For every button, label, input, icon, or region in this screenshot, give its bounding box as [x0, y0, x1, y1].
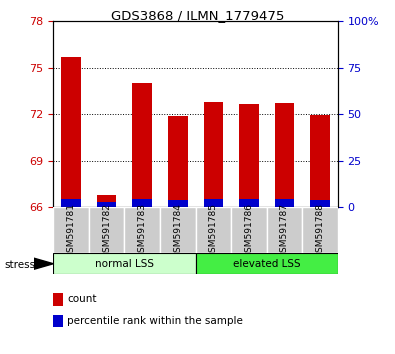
Text: GSM591781: GSM591781: [67, 202, 75, 258]
Bar: [89, 207, 124, 253]
Bar: [275, 103, 294, 207]
Bar: [275, 199, 294, 207]
Bar: [310, 115, 330, 207]
Text: elevated LSS: elevated LSS: [233, 259, 301, 269]
Bar: [302, 207, 338, 253]
Bar: [310, 200, 330, 207]
Text: GSM591783: GSM591783: [138, 202, 147, 258]
Bar: [132, 199, 152, 207]
Bar: [160, 207, 196, 253]
Text: GSM591788: GSM591788: [316, 202, 324, 258]
Bar: [239, 199, 259, 207]
Bar: [267, 207, 302, 253]
Text: normal LSS: normal LSS: [95, 259, 154, 269]
Bar: [53, 253, 196, 274]
Bar: [97, 195, 117, 207]
Text: stress: stress: [4, 260, 35, 270]
Text: GSM591782: GSM591782: [102, 202, 111, 258]
Bar: [168, 116, 188, 207]
Bar: [196, 207, 231, 253]
Bar: [132, 83, 152, 207]
Bar: [53, 207, 89, 253]
Text: GSM591785: GSM591785: [209, 202, 218, 258]
Text: GDS3868 / ILMN_1779475: GDS3868 / ILMN_1779475: [111, 9, 284, 22]
Text: GSM591784: GSM591784: [173, 202, 182, 258]
Polygon shape: [34, 258, 53, 269]
Bar: [168, 200, 188, 207]
Bar: [231, 207, 267, 253]
Bar: [124, 207, 160, 253]
Bar: [203, 199, 223, 207]
Text: GSM591787: GSM591787: [280, 202, 289, 258]
Text: GSM591786: GSM591786: [245, 202, 253, 258]
Bar: [203, 102, 223, 207]
Bar: [97, 202, 117, 207]
Bar: [61, 57, 81, 207]
Bar: [61, 199, 81, 207]
Bar: [239, 104, 259, 207]
Bar: [196, 253, 338, 274]
Text: count: count: [67, 294, 97, 304]
Text: percentile rank within the sample: percentile rank within the sample: [67, 316, 243, 326]
